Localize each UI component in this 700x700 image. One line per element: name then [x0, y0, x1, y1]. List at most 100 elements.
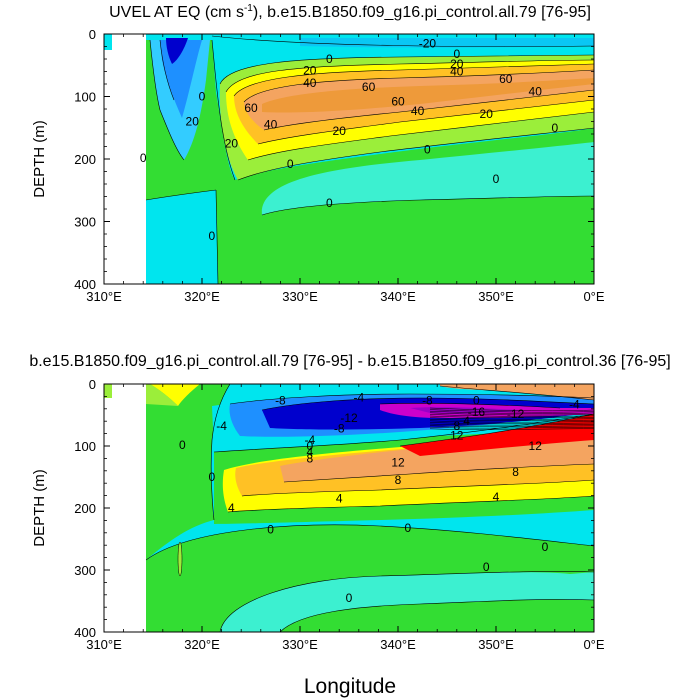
- contour-label: 0: [346, 591, 353, 605]
- panel2-ylabel: DEPTH (m): [31, 469, 48, 547]
- contour-label: 12: [391, 456, 405, 470]
- dense-contour-line: [429, 414, 594, 417]
- contour-label: 60: [244, 101, 258, 115]
- contour-label: 4: [336, 492, 343, 506]
- contour-label: 60: [362, 80, 376, 94]
- contour-label: 0: [326, 52, 333, 66]
- contour-label: 4: [228, 501, 235, 515]
- dense-contour-line: [429, 420, 594, 423]
- fill-deep-green2: [280, 599, 594, 632]
- fill-surface-orange: [440, 384, 594, 400]
- dense-contour-line: [429, 425, 594, 427]
- contour-label: 0: [326, 196, 333, 210]
- y-tick-label: 0: [89, 377, 96, 392]
- fill-deep-green: [262, 196, 594, 284]
- contour-label: 0: [473, 394, 480, 408]
- fill-jet-core: [166, 38, 188, 64]
- panel2-coast-sliver: [104, 384, 112, 398]
- contour-label: 0: [208, 470, 215, 484]
- dense-contour-line: [429, 422, 594, 424]
- x-tick-label: 0°E: [583, 289, 604, 304]
- x-tick-label: 350°E: [478, 637, 514, 652]
- contour-label: -4: [353, 391, 364, 405]
- y-tick-label: 200: [74, 501, 96, 516]
- y-tick-label: 100: [74, 439, 96, 454]
- dense-contour-line: [429, 417, 594, 420]
- panel2-contour-field: [104, 384, 594, 632]
- contour-label: 8: [395, 473, 402, 487]
- contour-label: 4: [463, 414, 470, 428]
- contour-label: 12: [450, 428, 464, 442]
- dense-contour-line: [429, 418, 594, 421]
- contour-label: 60: [499, 72, 513, 86]
- dense-contour-line: [429, 410, 594, 414]
- contour-label: 0: [483, 560, 490, 574]
- contour-label: -4: [569, 397, 580, 411]
- panel2-contour-labels: -8 -4 -8 0 -4-16 -12-12-8-4 481212-40480012884…: [179, 391, 580, 605]
- contour-label: -8: [334, 422, 345, 436]
- panel2-title: b.e15.B1850.f09_g16.pi_control.all.79 [7…: [29, 353, 670, 370]
- contour-label: 8: [512, 465, 519, 479]
- dense-contour-line: [429, 409, 594, 413]
- contour-label: 0: [140, 151, 147, 165]
- panel1-axes: 310°E 320°E 330°E 340°E 350°E 0°E010020030040…: [74, 27, 605, 304]
- contour-label: -8: [275, 394, 286, 408]
- contour-label: 40: [303, 76, 317, 90]
- dense-contour-line: [429, 407, 594, 412]
- y-tick-label: 300: [74, 215, 96, 230]
- x-tick-label: 0°E: [583, 637, 604, 652]
- contour-label: 0: [287, 157, 294, 171]
- dense-contour-line: [429, 428, 594, 430]
- contour-label: 4: [493, 490, 500, 504]
- y-tick-label: 400: [74, 277, 96, 292]
- x-tick-label: 320°E: [184, 637, 220, 652]
- panel2-dense-contours: [429, 407, 594, 430]
- contour-label: -12: [340, 411, 358, 425]
- x-tick-label: 340°E: [380, 637, 416, 652]
- contour-label: -12: [507, 407, 525, 421]
- contour-label: 0: [179, 438, 186, 452]
- panel2-contour-lines: [145, 384, 594, 632]
- x-tick-label: 340°E: [380, 289, 416, 304]
- contour-label: -4: [304, 433, 315, 447]
- x-tick-label: 320°E: [184, 289, 220, 304]
- contour-label: 0: [424, 143, 431, 157]
- fill-surface-yellow: [150, 384, 200, 406]
- fill-band-pos-16: [400, 414, 594, 456]
- contour-label: 40: [264, 118, 278, 132]
- x-tick-label: 350°E: [478, 289, 514, 304]
- panel1-title: UVEL AT EQ (cm s-1), b.e15.B1850.f09_g16…: [109, 3, 591, 21]
- contour-label: 8: [453, 419, 460, 433]
- dense-contour-line: [429, 412, 594, 416]
- panel1-contour-field: [104, 34, 594, 284]
- contour-label: 0: [404, 521, 411, 535]
- contour-label: 40: [529, 85, 543, 99]
- contour-label: 0: [199, 90, 206, 104]
- x-tick-label: 310°E: [86, 289, 122, 304]
- y-tick-label: 0: [89, 27, 96, 42]
- x-tick-label: 310°E: [86, 637, 122, 652]
- dense-contour-line: [429, 415, 594, 419]
- contour-label: -8: [422, 394, 433, 408]
- contour-label: 0: [267, 523, 274, 537]
- contour-label: 8: [306, 451, 313, 465]
- contour-label: 20: [186, 115, 200, 129]
- contour-label: -16: [468, 405, 486, 419]
- y-tick-label: 400: [74, 625, 96, 640]
- contour-label: 20: [303, 63, 317, 77]
- contour-label: 40: [450, 65, 464, 79]
- contour-label: 20: [225, 136, 239, 150]
- contour-label: 0: [551, 121, 558, 135]
- y-tick-label: 200: [74, 152, 96, 167]
- fill-surface-neg2: [300, 38, 594, 48]
- contour-label: 4: [306, 445, 313, 459]
- panel1-contour-lines: [145, 35, 594, 284]
- contour-label: 0: [493, 172, 500, 186]
- x-tick-label: 330°E: [282, 637, 318, 652]
- panel1-ylabel: DEPTH (m): [31, 120, 48, 198]
- panel2-land-mask: [104, 384, 146, 632]
- panel1-land-mask: [104, 34, 146, 284]
- contour-label: 40: [411, 104, 425, 118]
